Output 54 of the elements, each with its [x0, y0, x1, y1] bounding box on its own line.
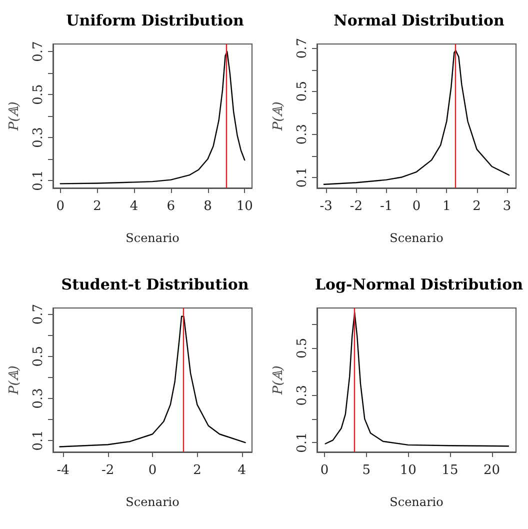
y-tick-label: 0.1 [31, 430, 46, 451]
y-tick-label: 0.7 [31, 41, 46, 62]
y-tick-label: 0.3 [295, 385, 310, 406]
chart-title: Student-t Distribution [61, 276, 249, 294]
chart-title: Log-Normal Distribution [314, 276, 524, 294]
x-tick-label: 1 [442, 199, 451, 214]
y-tick-label: 0.7 [31, 304, 46, 325]
x-axis-title: Scenario [390, 231, 444, 245]
y-tick-label: 0.7 [295, 38, 310, 59]
x-tick-label: 8 [204, 199, 212, 214]
x-tick-label: -3 [320, 199, 332, 214]
x-tick-label: 4 [238, 463, 246, 478]
y-tick-label: 0.3 [31, 127, 46, 148]
y-tick-label: 0.1 [295, 432, 310, 453]
chart-title: Normal Distribution [334, 12, 504, 30]
y-tick-label: 0.3 [31, 388, 46, 409]
x-tick-label: -2 [101, 463, 114, 478]
y-axis-title: P(𝔸) [271, 366, 286, 396]
y-tick-label: 0.5 [295, 338, 310, 358]
x-axis-title: Scenario [126, 231, 180, 245]
x-tick-label: -4 [56, 463, 70, 478]
x-tick-label: -1 [380, 199, 393, 214]
y-tick-label: 0.3 [295, 124, 310, 145]
x-tick-label: 0 [56, 199, 65, 214]
x-tick-label: 0 [412, 199, 421, 214]
x-tick-label: 15 [442, 463, 458, 478]
x-tick-label: 2 [472, 199, 481, 214]
line-series [59, 316, 246, 448]
x-tick-label: 6 [166, 199, 176, 214]
x-tick-label: 4 [130, 199, 138, 214]
chart-title: Uniform Distribution [66, 12, 244, 30]
x-tick-label: 5 [362, 463, 370, 478]
y-tick-label: 0.1 [31, 170, 46, 191]
x-tick-label: 0 [148, 463, 157, 478]
y-tick-label: 0.5 [31, 346, 46, 367]
x-axis-title: Scenario [126, 495, 180, 509]
x-tick-label: 2 [193, 463, 202, 478]
x-tick-label: 20 [483, 463, 500, 478]
line-series [323, 50, 510, 185]
y-tick-label: 0.5 [295, 80, 310, 102]
y-axis-title: P(𝔸) [7, 102, 22, 132]
x-tick-label: 10 [236, 199, 253, 214]
y-axis-title: P(𝔸) [271, 102, 286, 132]
line-series [324, 312, 510, 447]
x-tick-label: 0 [320, 463, 329, 478]
line-series [60, 50, 246, 184]
x-tick-label: 3 [502, 199, 512, 214]
y-tick-label: 0.1 [295, 166, 310, 188]
x-tick-label: 10 [400, 463, 416, 478]
x-tick-label: -2 [350, 199, 363, 214]
y-tick-label: 0.5 [31, 84, 46, 105]
x-tick-label: 2 [93, 199, 102, 214]
y-axis-title: P(𝔸) [7, 366, 22, 396]
x-axis-title: Scenario [390, 495, 444, 509]
